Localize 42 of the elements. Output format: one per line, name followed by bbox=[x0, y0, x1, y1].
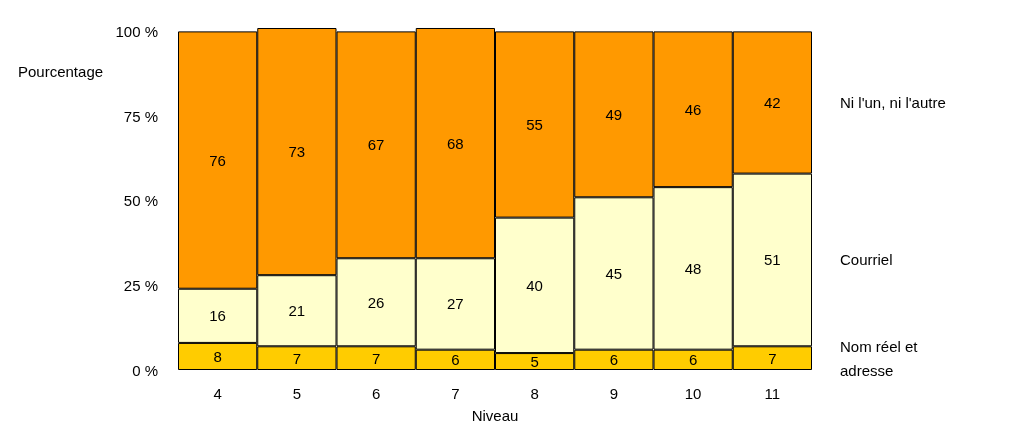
x-axis-title: Niveau bbox=[471, 407, 519, 424]
data-label: 49 bbox=[605, 105, 623, 123]
y-axis-title: Pourcentage bbox=[18, 63, 104, 80]
series-label: Ni l'un, ni l'autre bbox=[840, 94, 946, 111]
x-tick-label: 5 bbox=[292, 385, 302, 402]
data-label: 6 bbox=[451, 351, 460, 369]
x-tick-label: 9 bbox=[609, 385, 619, 402]
data-label: 51 bbox=[764, 251, 781, 269]
data-label: 26 bbox=[367, 293, 385, 311]
x-tick-label: 11 bbox=[764, 385, 781, 402]
x-tick-label: 4 bbox=[213, 385, 222, 402]
data-label: 6 bbox=[688, 351, 698, 369]
data-label: 7 bbox=[371, 349, 381, 367]
x-tick-label: 8 bbox=[530, 385, 539, 402]
data-label: 46 bbox=[684, 100, 702, 118]
data-label: 7 bbox=[768, 349, 777, 367]
data-label: 27 bbox=[447, 295, 464, 313]
y-tick-label: 50 % bbox=[123, 192, 158, 210]
data-label: 42 bbox=[764, 94, 781, 111]
data-label: 6 bbox=[609, 351, 619, 369]
y-tick-label: 100 % bbox=[115, 22, 158, 40]
series-label: Nom réel et adresse bbox=[840, 337, 922, 379]
x-tick-label: 7 bbox=[451, 385, 460, 402]
data-label: 21 bbox=[288, 302, 306, 320]
data-label: 76 bbox=[209, 151, 226, 169]
y-tick-label: 75 % bbox=[123, 107, 158, 125]
data-label: 5 bbox=[530, 353, 539, 371]
data-label: 73 bbox=[288, 143, 306, 161]
data-label: 68 bbox=[447, 134, 464, 152]
data-label: 7 bbox=[292, 349, 302, 367]
data-label: 67 bbox=[367, 136, 385, 154]
data-label: 48 bbox=[684, 259, 702, 277]
x-tick-label: 6 bbox=[371, 385, 381, 402]
x-tick-label: 10 bbox=[684, 385, 702, 402]
series-label: Courriel bbox=[840, 251, 893, 269]
y-tick-label: 25 % bbox=[123, 276, 158, 294]
data-label: 55 bbox=[526, 116, 543, 134]
y-tick-label: 0 % bbox=[132, 361, 158, 379]
data-label: 40 bbox=[526, 276, 543, 294]
data-label: 8 bbox=[213, 347, 222, 365]
data-label: 16 bbox=[209, 307, 226, 325]
data-label: 45 bbox=[605, 264, 623, 282]
